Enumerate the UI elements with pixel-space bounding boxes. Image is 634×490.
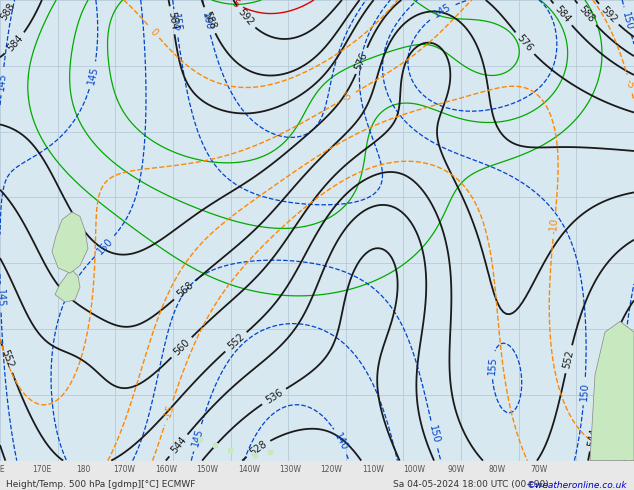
Text: Height/Temp. 500 hPa [gdmp][°C] ECMWF: Height/Temp. 500 hPa [gdmp][°C] ECMWF [6,480,196,490]
Text: 100W: 100W [403,465,425,474]
Text: 160W: 160W [155,465,177,474]
Text: 150W: 150W [197,465,218,474]
Text: 90W: 90W [448,465,465,474]
Text: 170E: 170E [32,465,51,474]
Text: 584: 584 [553,4,573,25]
Text: 145: 145 [0,289,6,308]
Text: -5: -5 [340,90,354,104]
Text: 160: 160 [200,11,214,31]
Text: 552: 552 [562,349,576,369]
Text: 145: 145 [0,72,8,91]
Polygon shape [590,321,634,461]
Text: 584: 584 [5,33,25,54]
Text: 552: 552 [226,332,246,352]
Text: 528: 528 [247,439,269,458]
Text: 140: 140 [332,431,349,452]
Text: 70W: 70W [530,465,548,474]
Text: 155: 155 [170,13,182,33]
Text: -15: -15 [162,403,176,422]
Text: 584: 584 [166,10,179,30]
Text: 552: 552 [0,349,15,370]
Text: 80W: 80W [489,465,506,474]
Text: 110W: 110W [362,465,384,474]
Text: 150: 150 [579,382,590,401]
Text: Sa 04-05-2024 18:00 UTC (00+90): Sa 04-05-2024 18:00 UTC (00+90) [393,480,549,490]
Text: 5: 5 [231,0,241,9]
Text: 180: 180 [75,465,90,474]
Text: 588: 588 [0,1,17,22]
Text: 588: 588 [577,4,597,25]
Text: 130W: 130W [279,465,301,474]
Text: 544: 544 [586,427,599,447]
Text: 145: 145 [190,427,205,448]
Text: 155: 155 [487,355,498,375]
Text: 120W: 120W [321,465,342,474]
Text: 560: 560 [172,337,191,357]
Text: 145: 145 [432,2,453,20]
Text: -10: -10 [548,218,560,234]
Text: -5: -5 [624,78,634,90]
Text: 150: 150 [621,11,634,31]
Text: 592: 592 [598,4,619,24]
Text: 576: 576 [515,33,534,54]
Text: 0: 0 [148,26,160,37]
Text: 576: 576 [353,50,370,72]
Text: 150: 150 [94,236,115,256]
Polygon shape [55,270,80,302]
Text: 150: 150 [427,424,441,445]
Text: 588: 588 [201,10,217,31]
Text: 145: 145 [613,381,625,401]
Polygon shape [52,212,88,273]
Text: 140W: 140W [238,465,260,474]
Text: 170W: 170W [113,465,136,474]
Text: ©weatheronline.co.uk: ©weatheronline.co.uk [527,481,628,490]
Text: 0E: 0E [0,465,5,474]
Text: 536: 536 [264,387,285,406]
Text: 145: 145 [86,65,100,85]
Text: 536: 536 [622,427,634,447]
Text: 544: 544 [169,435,188,456]
Text: 568: 568 [174,280,195,300]
Text: 592: 592 [235,7,255,27]
